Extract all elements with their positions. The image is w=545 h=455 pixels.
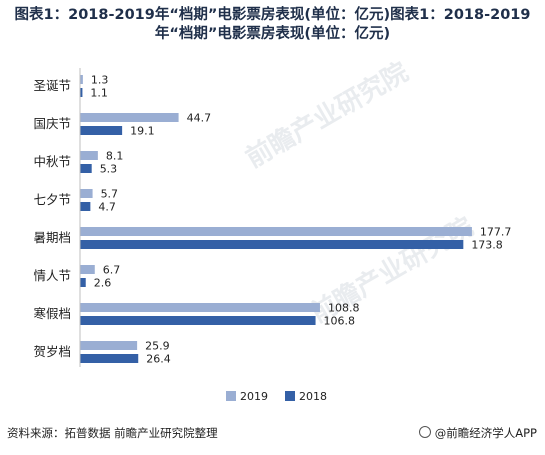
legend-label-2019: 2019: [240, 390, 268, 403]
value-label: 26.4: [146, 353, 171, 366]
value-label: 8.1: [106, 150, 124, 163]
value-label: 2.6: [94, 277, 112, 290]
category-label: 贺岁档: [33, 344, 71, 359]
brand-logo-icon: [418, 426, 431, 438]
legend-swatch-2018: [285, 391, 295, 401]
value-label: 5.7: [101, 188, 119, 201]
legend: 2019 2018: [226, 390, 327, 403]
value-label: 108.8: [328, 302, 360, 315]
bars-group: 圣诞节 1.31.1 国庆节 44.7 19.1 中秋节 8.15.3 七夕节 5.74.7 暑期…: [33, 68, 511, 367]
brand-credit: @前瞻经济学人APP: [418, 425, 537, 441]
category-label: 中秋节: [33, 154, 71, 169]
value-label: 106.8: [324, 315, 356, 328]
bar-2019: [80, 265, 95, 274]
bar-2018: [80, 278, 86, 287]
category-label: 寒假档: [33, 306, 71, 321]
legend-swatch-2019: [226, 391, 236, 401]
bar-2018: [80, 88, 83, 97]
bar-2019: [80, 303, 320, 312]
source-note: 资料来源：拓普数据 前瞻产业研究院整理: [7, 426, 218, 440]
value-label: 25.9: [145, 340, 170, 353]
category-label: 圣诞节: [33, 78, 71, 93]
category-label: 情人节: [33, 268, 71, 283]
value-label: 1.3: [91, 74, 109, 87]
value-label: 19.1: [130, 125, 155, 138]
bar-2018: [80, 202, 91, 211]
category-label: 七夕节: [33, 192, 71, 207]
bar-2018: [80, 240, 464, 249]
bar-2019: [80, 341, 138, 350]
bar-2018: [80, 164, 92, 173]
bar-2018: [80, 354, 139, 363]
value-label: 4.7: [98, 201, 116, 214]
category-label: 暑期档: [33, 230, 71, 245]
bar-2019: [80, 113, 179, 122]
bar-chart: 圣诞节 1.31.1 国庆节 44.7 19.1 中秋节 8.15.3 七夕节 5.74.7 暑期…: [33, 68, 511, 403]
bar-2019: [80, 227, 472, 236]
value-label: 5.3: [100, 163, 118, 176]
bar-2018: [80, 126, 123, 135]
legend-label-2018: 2018: [299, 390, 327, 403]
value-label: 173.8: [471, 239, 503, 252]
value-label: 6.7: [103, 264, 121, 277]
value-label: 177.7: [480, 226, 512, 239]
bar-2018: [80, 316, 316, 325]
category-label: 国庆节: [33, 116, 71, 131]
bar-2019: [80, 189, 93, 198]
brand-text: @前瞻经济学人APP: [434, 426, 537, 440]
value-label: 44.7: [187, 112, 212, 125]
bar-2019: [80, 75, 83, 84]
bar-2019: [80, 151, 98, 160]
chart-title: 图表1：2018-2019年“档期”电影票房表现(单位：亿元)图表1：2018-…: [14, 7, 531, 42]
value-label: 1.1: [90, 87, 108, 100]
